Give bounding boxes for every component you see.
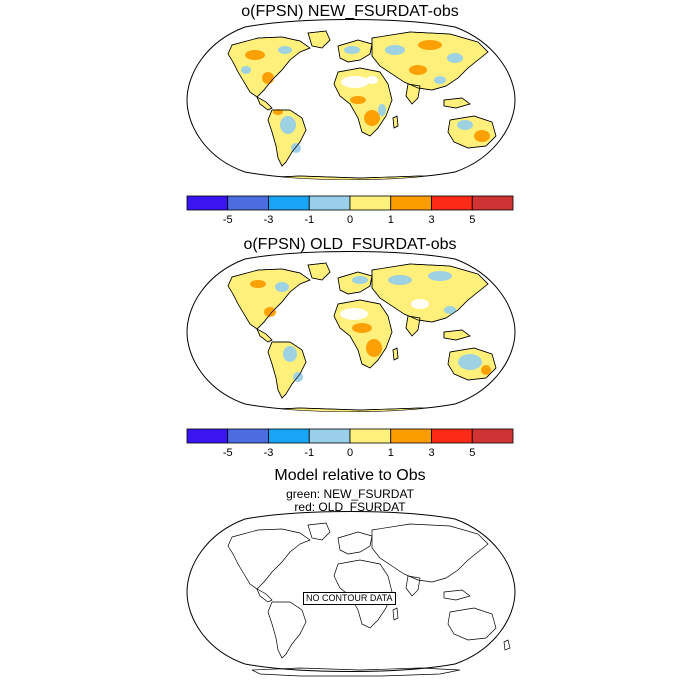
colorbar-swatch [268, 428, 310, 444]
colorbar-tick-label: -1 [304, 447, 314, 459]
map-panel-3 [186, 511, 516, 677]
map-panel-1 [186, 19, 516, 180]
colorbar-swatch [186, 195, 229, 211]
colorbar-tick-label: -5 [223, 214, 233, 226]
colorbar-swatch [390, 428, 432, 444]
colorbar-tick-label: 1 [388, 447, 394, 459]
colorbar-swatch [431, 195, 473, 211]
colorbar-tick-label: 5 [469, 447, 475, 459]
colorbar-swatch [227, 428, 269, 444]
colorbar-tick-label: 0 [347, 214, 353, 226]
legend-line-new: green: NEW_FSURDAT [286, 487, 414, 501]
colorbar-swatch [471, 195, 514, 211]
colorbar-tick-label: -1 [304, 214, 314, 226]
colorbar-swatch [390, 195, 432, 211]
colorbar-tick-label: -5 [223, 447, 233, 459]
panel-1-title: o(FPSN) NEW_FSURDAT-obs [241, 3, 459, 20]
legend-line-old: red: OLD_FSURDAT [294, 500, 406, 514]
map-panel-2 [186, 251, 516, 412]
colorbar-swatch [349, 428, 392, 444]
colorbar-tick-label: -3 [264, 447, 274, 459]
colorbar-tick-label: 3 [428, 214, 434, 226]
panel-3-title: Model relative to Obs [274, 467, 426, 484]
colorbar-tick-label: 1 [388, 214, 394, 226]
colorbar-swatch [471, 428, 514, 444]
colorbar-tick-label: 3 [428, 447, 434, 459]
colorbar-tick-label: 0 [347, 447, 353, 459]
anomaly-patches-1 [241, 40, 490, 153]
colorbar-tick-label: 5 [469, 214, 475, 226]
colorbar-swatch [308, 428, 351, 444]
colorbar-swatch [349, 195, 392, 211]
colorbar-2: -5 -3 -1 0 1 3 5 [186, 428, 514, 459]
colorbar-swatch [431, 428, 473, 444]
no-contour-data-label: NO CONTOUR DATA [303, 592, 396, 605]
colorbar-swatch [308, 195, 351, 211]
colorbar-swatch [186, 428, 229, 444]
colorbar-swatch [227, 195, 269, 211]
colorbar-swatch [268, 195, 310, 211]
colorbar-1: -5 -3 -1 0 1 3 5 [186, 195, 514, 226]
globe-outline-3 [186, 511, 516, 672]
colorbar-tick-label: -3 [264, 214, 274, 226]
panel-2-title: o(FPSN) OLD_FSURDAT-obs [243, 236, 457, 253]
anomaly-patches-2 [250, 271, 491, 382]
